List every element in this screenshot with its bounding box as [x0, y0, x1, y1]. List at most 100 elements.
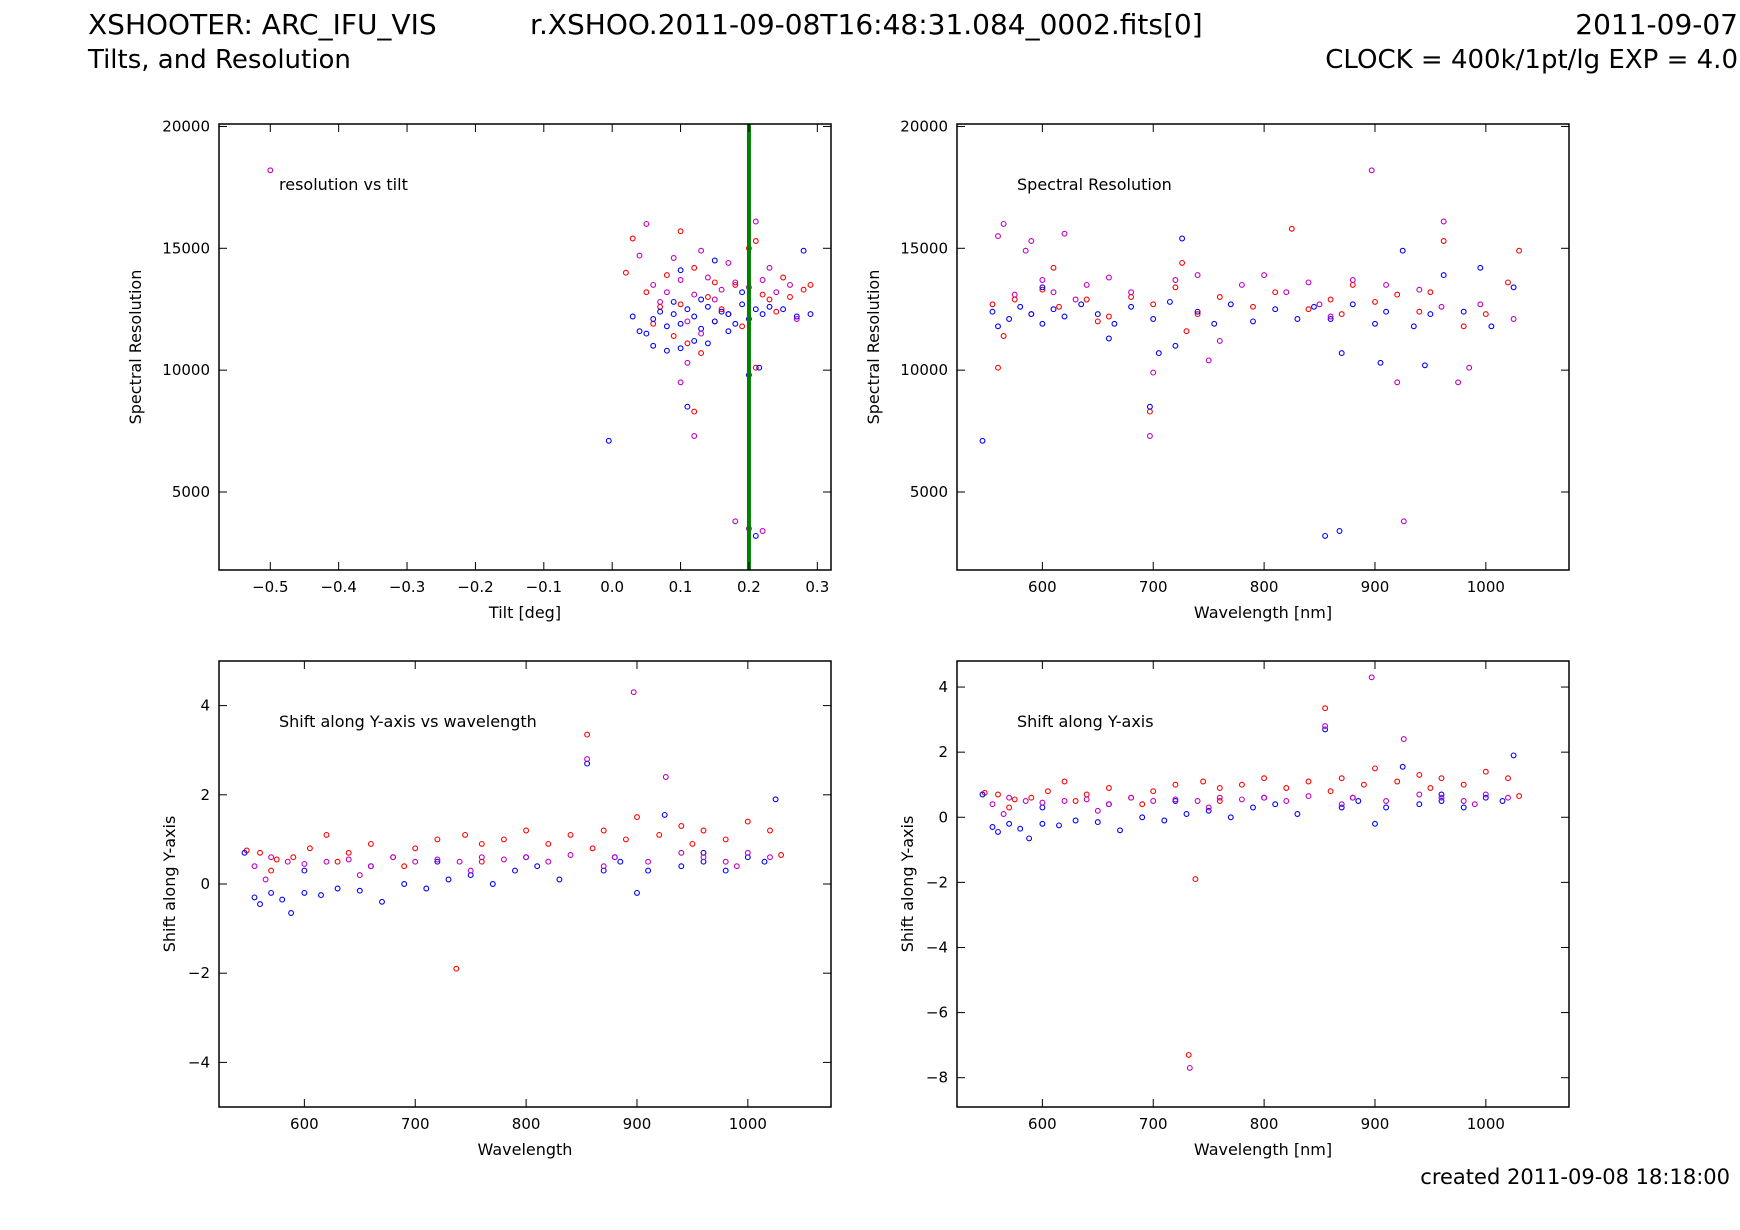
data-point [1305, 279, 1312, 286]
data-point [1460, 308, 1467, 315]
scatter-series [979, 726, 1517, 842]
data-point [1139, 801, 1146, 808]
data-point [1322, 705, 1329, 712]
data-point [1305, 306, 1312, 313]
data-point [711, 257, 718, 264]
data-point [611, 854, 618, 861]
scatter-series [989, 225, 1523, 415]
data-point [284, 858, 291, 865]
x-tick-label: −0.5 [252, 578, 288, 596]
data-point [711, 296, 718, 303]
data-point [434, 836, 441, 843]
data-point [989, 801, 996, 808]
data-point [634, 814, 640, 821]
y-axis-label: Spectral Resolution [864, 270, 883, 425]
data-point [412, 845, 419, 852]
data-point [1482, 311, 1489, 318]
data-point [1155, 350, 1162, 357]
data-point [677, 379, 684, 386]
data-point [1368, 674, 1375, 681]
data-point [267, 167, 274, 174]
data-point [1516, 247, 1523, 254]
data-point [677, 277, 684, 283]
plot-annotation: Spectral Resolution [1017, 175, 1172, 194]
data-point [698, 330, 705, 337]
y-axis-label: Spectral Resolution [126, 270, 145, 425]
data-point [691, 264, 698, 271]
x-tick-label: −0.4 [320, 578, 356, 596]
y-tick-label: 0 [938, 808, 948, 826]
data-point [1460, 323, 1467, 330]
data-point [677, 301, 684, 308]
data-point [718, 286, 725, 293]
data-point [663, 347, 670, 354]
data-point [1105, 274, 1112, 281]
data-point [1394, 291, 1401, 298]
data-point [1288, 225, 1295, 232]
data-point [1294, 811, 1301, 817]
data-point [1205, 804, 1212, 811]
y-tick-label: 2 [938, 743, 948, 761]
data-point [1338, 775, 1345, 782]
data-point [1111, 320, 1118, 327]
data-point [691, 291, 698, 298]
x-tick-label: 0.2 [737, 578, 761, 596]
data-point [759, 311, 766, 318]
data-point [722, 836, 729, 843]
data-point [677, 267, 684, 274]
data-point [767, 854, 773, 861]
data-point [1105, 313, 1112, 320]
data-point [634, 889, 640, 896]
data-point [1250, 804, 1256, 811]
data-point [759, 291, 766, 298]
data-point [645, 858, 652, 865]
data-point [722, 867, 729, 874]
data-point [489, 881, 496, 887]
data-point [678, 823, 685, 829]
data-point [643, 289, 650, 296]
data-point [1172, 284, 1179, 291]
data-point [401, 881, 408, 887]
data-point [1050, 289, 1057, 296]
x-tick-label: 900 [1361, 578, 1390, 596]
data-point [704, 303, 711, 310]
data-point [1505, 279, 1511, 286]
data-point [725, 311, 732, 318]
data-point [1105, 335, 1112, 342]
x-tick-label: 0.0 [600, 578, 624, 596]
data-point [1355, 798, 1362, 804]
data-point [1471, 801, 1478, 808]
data-point [478, 854, 485, 861]
data-point [787, 294, 793, 300]
data-point [732, 281, 739, 288]
data-point [1427, 289, 1434, 296]
data-point [1050, 306, 1057, 313]
data-point [691, 337, 698, 344]
data-point [345, 856, 352, 863]
plot-annotation: Shift along Y-axis vs wavelength [279, 712, 537, 731]
data-point [1017, 825, 1024, 832]
data-point [1322, 726, 1329, 733]
data-point [1349, 301, 1356, 308]
data-point [1338, 801, 1345, 808]
data-point [1011, 296, 1018, 303]
data-point [684, 403, 691, 410]
data-point [1460, 804, 1467, 811]
data-point [1072, 798, 1079, 804]
data-point [462, 831, 469, 838]
data-point [1094, 819, 1101, 826]
y-tick-label: 4 [200, 697, 210, 715]
created-timestamp: created 2011-09-08 18:18:00 [1420, 1165, 1730, 1189]
data-point [704, 340, 711, 347]
data-point [1238, 796, 1245, 803]
data-point [1416, 286, 1423, 293]
data-point [1466, 364, 1473, 371]
data-point [1039, 286, 1046, 293]
data-point [752, 218, 759, 225]
data-point [1146, 403, 1153, 410]
data-point [1377, 359, 1384, 366]
data-point [1482, 768, 1489, 775]
data-point [1183, 811, 1190, 817]
data-point [756, 364, 763, 371]
data-point [1227, 814, 1234, 821]
